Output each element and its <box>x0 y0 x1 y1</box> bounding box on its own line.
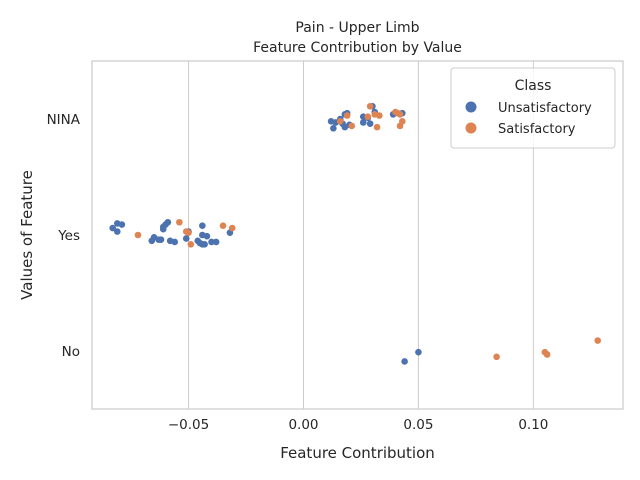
data-point-satisfactory <box>228 224 236 232</box>
legend-marker <box>465 122 477 134</box>
x-tick-labels: −0.05 0.00 0.05 0.10 <box>168 417 549 433</box>
data-point-unsatisfactory <box>199 240 206 248</box>
data-point-unsatisfactory <box>109 224 116 232</box>
data-point-unsatisfactory <box>113 228 121 235</box>
data-point-unsatisfactory <box>208 238 215 246</box>
x-tick-label: 0.10 <box>518 417 548 433</box>
data-point-unsatisfactory <box>401 358 408 365</box>
data-point-satisfactory <box>543 351 551 358</box>
chart-subtitle: Feature Contribution by Value <box>253 40 462 56</box>
data-point-unsatisfactory <box>366 120 374 127</box>
data-point-unsatisfactory <box>148 237 156 245</box>
data-point-unsatisfactory <box>118 221 126 228</box>
data-point-satisfactory <box>219 222 227 230</box>
legend-label: Unsatisfactory <box>498 101 592 116</box>
data-point-unsatisfactory <box>182 235 190 242</box>
y-tick-label: No <box>62 344 80 360</box>
data-point-satisfactory <box>373 123 381 131</box>
legend-title: Class <box>515 78 552 94</box>
x-tick-label: 0.00 <box>288 417 318 433</box>
data-point-unsatisfactory <box>199 222 206 230</box>
data-point-satisfactory <box>336 118 344 125</box>
x-tick-label: 0.05 <box>403 417 433 433</box>
legend-items: Unsatisfactory Satisfactory <box>465 101 592 137</box>
y-axis-title: Values of Feature <box>18 170 36 300</box>
data-point-satisfactory <box>187 240 195 248</box>
data-point-satisfactory <box>134 231 142 239</box>
data-point-satisfactory <box>364 113 372 120</box>
x-tick-label: −0.05 <box>168 417 209 433</box>
legend-box <box>450 67 616 149</box>
y-tick-label: Yes <box>57 228 80 244</box>
data-point-unsatisfactory <box>203 232 211 240</box>
data-point-unsatisfactory <box>341 123 349 131</box>
y-tick-label: NINA <box>47 112 81 128</box>
legend-marker <box>465 101 477 113</box>
data-point-unsatisfactory <box>155 236 162 243</box>
data-point-unsatisfactory <box>159 225 167 233</box>
data-points <box>109 102 602 365</box>
data-point-unsatisfactory <box>212 238 220 246</box>
chart-title: Pain - Upper Limb <box>295 20 419 36</box>
x-axis-title: Feature Contribution <box>280 444 435 462</box>
data-point-satisfactory <box>376 112 383 119</box>
data-point-unsatisfactory <box>359 119 367 126</box>
data-point-satisfactory <box>594 337 602 344</box>
data-point-satisfactory <box>343 112 351 119</box>
data-point-satisfactory <box>366 102 374 110</box>
data-point-satisfactory <box>493 353 500 361</box>
data-point-satisfactory <box>176 218 183 226</box>
legend: Class Unsatisfactory Satisfactory <box>450 67 616 149</box>
data-point-satisfactory <box>396 111 404 118</box>
data-point-unsatisfactory <box>330 124 337 132</box>
legend-label: Satisfactory <box>498 122 576 137</box>
data-point-satisfactory <box>396 122 404 130</box>
data-point-unsatisfactory <box>415 348 422 356</box>
y-tick-labels: NINA Yes No <box>47 112 81 360</box>
data-point-unsatisfactory <box>171 238 179 246</box>
data-point-satisfactory <box>348 122 356 130</box>
data-point-satisfactory <box>185 229 192 236</box>
plot-frame <box>91 60 624 410</box>
